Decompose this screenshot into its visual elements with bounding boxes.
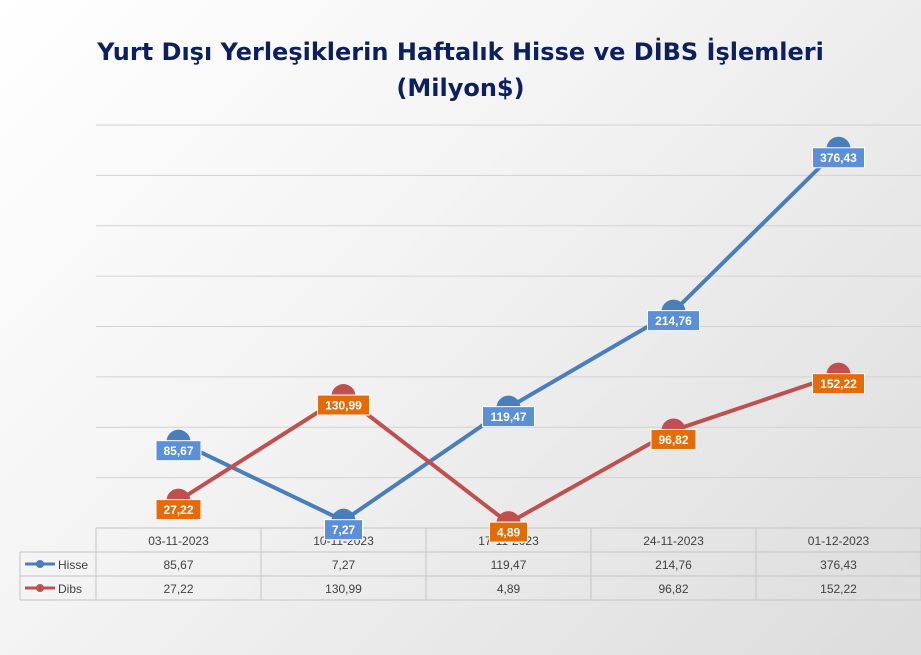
data-label: 130,99 (325, 399, 362, 413)
series-line (177, 147, 840, 523)
data-label-box (812, 147, 865, 169)
data-label: 27,22 (163, 503, 193, 517)
data-table: 03-11-202310-11-202317-11-202324-11-2023… (19, 527, 921, 601)
data-labels-dibs: 27,22 130,99 4,89 96,82 152,22 (155, 373, 865, 543)
table-cell: 214,76 (655, 558, 692, 572)
legend-label: Hisse (58, 558, 88, 572)
x-tick-label: 03-11-2023 (148, 534, 209, 548)
data-label: 214,76 (655, 314, 692, 328)
table-cell: 119,47 (491, 558, 527, 572)
legend-label: Dibs (58, 582, 82, 596)
data-label-box (155, 499, 202, 521)
data-label: 85,67 (163, 444, 193, 458)
chart-title-line1: Yurt Dışı Yerleşiklerin Haftalık Hisse v… (97, 38, 824, 66)
legend-marker (36, 560, 44, 568)
table-cell: 85,67 (163, 558, 193, 572)
x-tick-label: 24-11-2023 (643, 534, 704, 548)
data-label: 7,27 (332, 523, 356, 537)
table-cell: 7,27 (332, 558, 356, 572)
data-label: 96,82 (658, 433, 688, 447)
data-label: 152,22 (820, 377, 857, 391)
data-label-box (324, 519, 363, 541)
data-label: 119,47 (490, 410, 526, 424)
data-label-box (155, 440, 202, 462)
chart-title: Yurt Dışı Yerleşiklerin Haftalık Hisse v… (0, 34, 921, 106)
data-label-box (489, 521, 528, 543)
table-cell: 376,43 (820, 558, 857, 572)
legend-marker (36, 584, 44, 592)
data-label-box (482, 406, 535, 428)
data-label-box (647, 310, 700, 332)
x-tick-label: 01-12-2023 (808, 534, 870, 548)
table-cell: 96,82 (658, 582, 688, 596)
data-label-box (812, 373, 865, 395)
data-label: 4,89 (497, 526, 521, 540)
series-dibs (166, 362, 851, 536)
data-labels-hisse: 85,67 7,27 119,47 214,76 376,43 (155, 147, 865, 541)
gridlines (96, 124, 921, 479)
data-label: 376,43 (820, 151, 857, 165)
series-hisse (166, 136, 851, 533)
table-cell: 4,89 (497, 582, 521, 596)
table-cell: 130,99 (325, 582, 362, 596)
table-cell: 27,22 (163, 582, 193, 596)
table-cell: 152,22 (820, 582, 857, 596)
data-label-box (317, 394, 370, 416)
chart-title-line2: (Milyon$) (396, 74, 525, 102)
data-label-box (650, 428, 697, 450)
